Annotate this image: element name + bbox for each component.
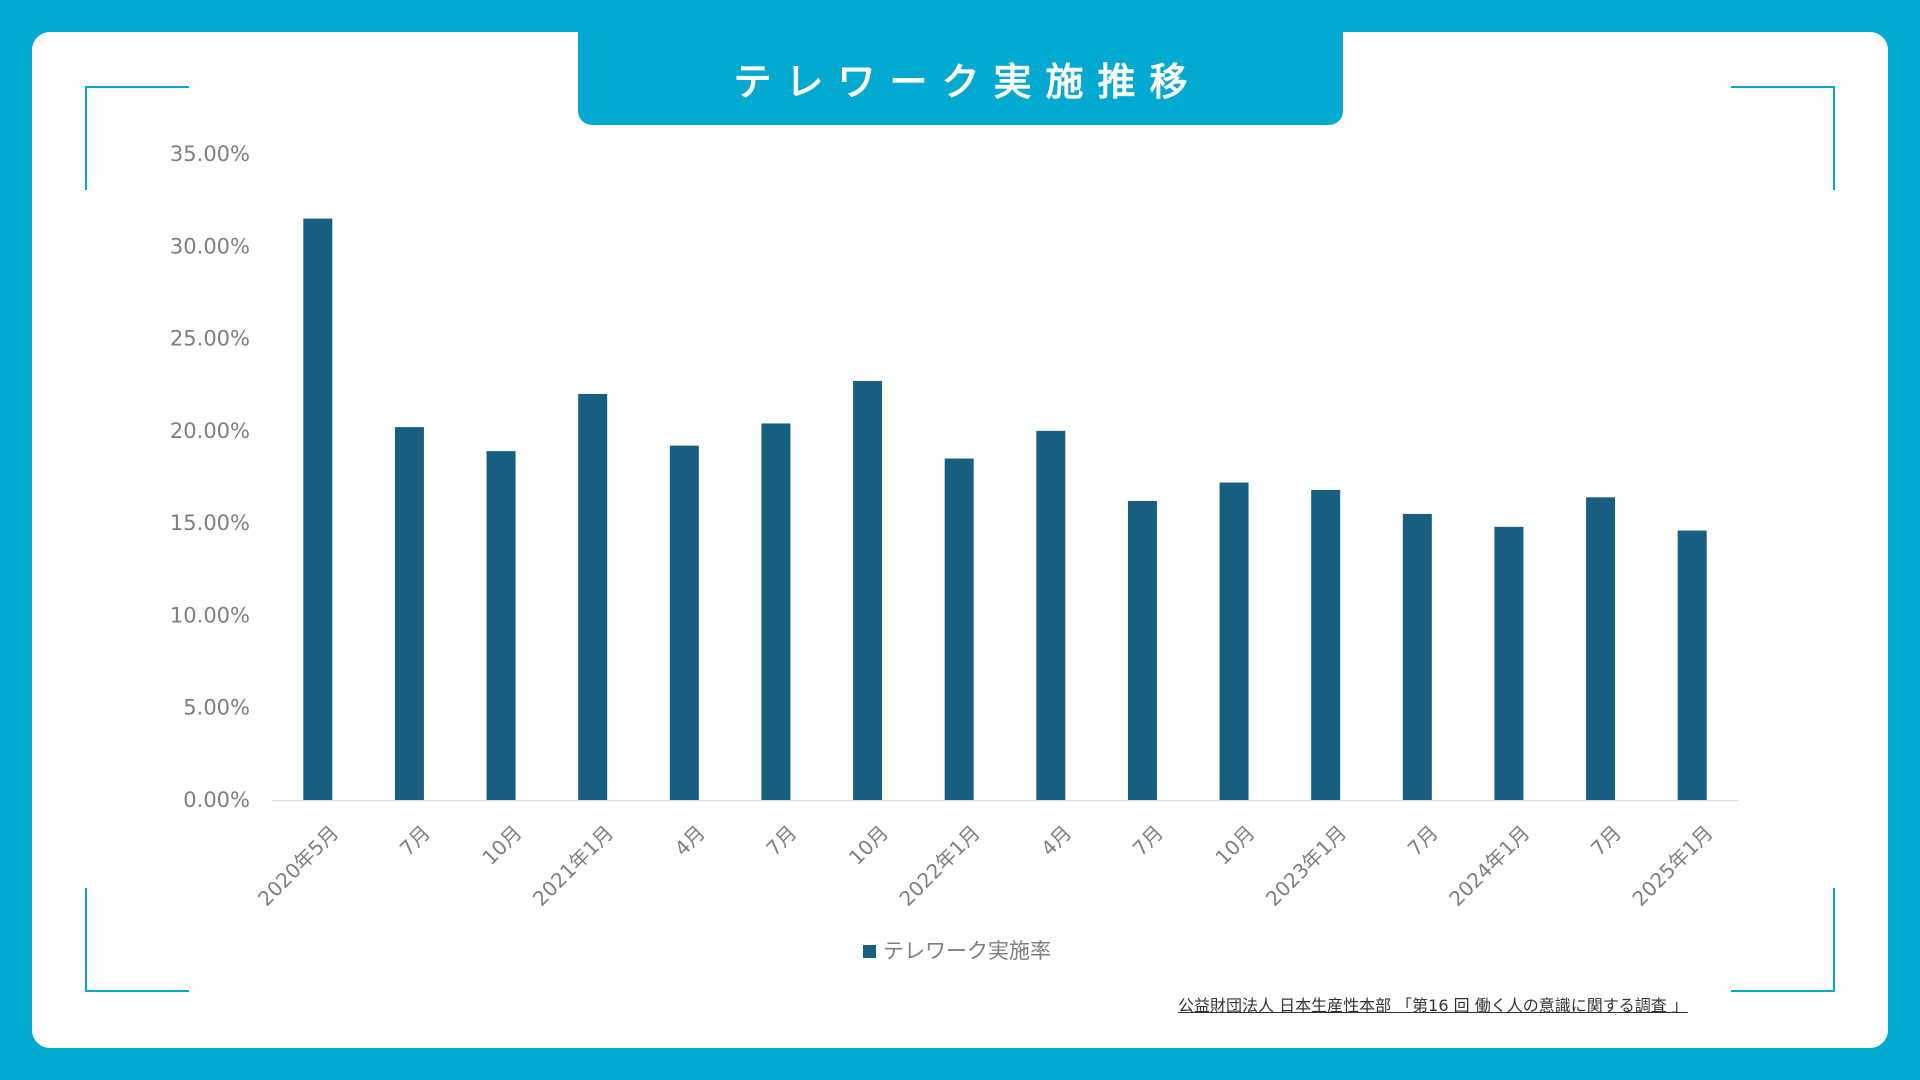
x-tick-label: 2022年1月 [894, 821, 984, 911]
bar [669, 445, 699, 800]
source-citation[interactable]: 公益財団法人 日本生産性本部 「第16 回 働く人の意識に関する調査 」 [1178, 996, 1688, 1015]
x-tick-label: 2021年1月 [528, 821, 618, 911]
bar [578, 393, 608, 800]
x-tick-label: 2025年1月 [1627, 821, 1717, 911]
x-tick-label: 7月 [395, 821, 435, 861]
x-tick-label: 2020年5月 [253, 821, 343, 911]
bar [853, 381, 883, 800]
bar [1586, 497, 1616, 800]
x-tick-label: 7月 [1586, 821, 1626, 861]
bar [303, 218, 333, 801]
x-tick-label: 10月 [1210, 821, 1259, 870]
bar [1311, 489, 1341, 800]
x-tick-label: 10月 [844, 821, 893, 870]
y-tick-label: 10.00% [170, 603, 250, 627]
x-tick-label: 7月 [1403, 821, 1443, 861]
x-tick-label: 7月 [1128, 821, 1168, 861]
bar [1219, 482, 1249, 800]
x-tick-label: 10月 [477, 821, 526, 870]
title-tab: テレワーク実施推移 [578, 32, 1343, 125]
corner-bracket-top-left [85, 86, 189, 190]
bar [486, 451, 516, 800]
corner-bracket-bottom-right [1731, 888, 1835, 992]
x-tick-label: 2024年1月 [1444, 821, 1534, 911]
x-tick-label: 2023年1月 [1261, 821, 1351, 911]
bar [1494, 526, 1524, 800]
y-tick-label: 15.00% [170, 511, 250, 535]
y-tick-label: 0.00% [183, 788, 250, 812]
y-tick-label: 5.00% [183, 696, 250, 720]
corner-bracket-top-right [1731, 86, 1835, 190]
x-tick-label: 7月 [761, 821, 801, 861]
y-tick-label: 25.00% [170, 327, 250, 351]
y-tick-label: 20.00% [170, 419, 250, 443]
y-tick-label: 35.00% [170, 142, 250, 166]
corner-bracket-bottom-left [85, 888, 189, 992]
bar [394, 427, 424, 800]
legend-label: テレワーク実施率 [883, 939, 1051, 963]
bar [1036, 430, 1066, 800]
chart-title: テレワーク実施推移 [733, 60, 1202, 104]
x-tick-label: 4月 [1036, 821, 1076, 861]
bar [761, 423, 791, 800]
bar [944, 458, 974, 800]
x-tick-label: 4月 [670, 821, 710, 861]
bar [1402, 513, 1432, 800]
legend-swatch [863, 945, 876, 958]
bar [1127, 500, 1157, 800]
bar [1677, 530, 1707, 800]
y-tick-label: 30.00% [170, 234, 250, 258]
